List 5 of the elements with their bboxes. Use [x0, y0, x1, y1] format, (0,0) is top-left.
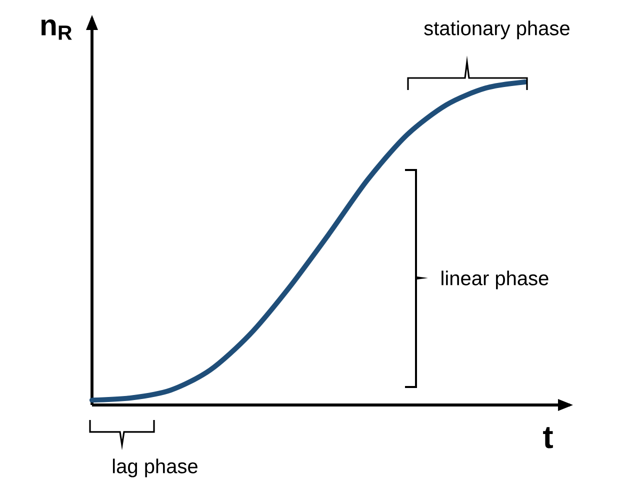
text: lag phase: [112, 458, 198, 478]
text: stationary phase: [424, 20, 570, 40]
x-axis-title: t: [543, 427, 553, 448]
y-axis-title: n$_{R}$: [41, 19, 72, 40]
annotation: linear phase: [442, 270, 548, 290]
